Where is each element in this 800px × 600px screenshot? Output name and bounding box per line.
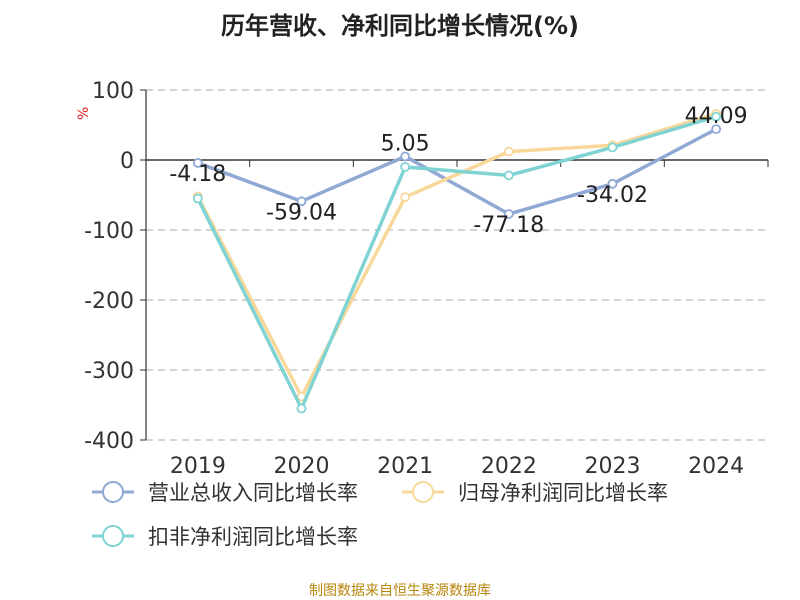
legend-label[interactable]: 归母净利润同比增长率: [458, 481, 668, 505]
legend-marker-circle: [102, 525, 124, 547]
series-line-1: [197, 127, 717, 216]
data-label: 44.09: [685, 104, 748, 129]
data-point: [296, 196, 307, 207]
legend-marker-circle: [102, 481, 124, 503]
data-label: -34.02: [577, 183, 648, 208]
data-label: -77.18: [473, 213, 544, 238]
y-tick-label: -200: [84, 289, 134, 314]
chart-title: 历年营收、净利同比增长情况(%): [221, 12, 579, 40]
data-label: -4.18: [169, 162, 226, 187]
y-tick-label: -300: [84, 359, 134, 384]
x-tick-label: 2022: [481, 454, 537, 479]
line-chart: 100 0 -100 -200 -300 -400 2019 2020 2021 2022 2023…: [84, 79, 769, 549]
data-point: [503, 170, 514, 181]
data-source-note: 制图数据来自恒生聚源数据库: [309, 583, 491, 599]
data-point: [400, 192, 411, 203]
data-point: [400, 162, 411, 172]
data-point: [607, 178, 618, 189]
x-tick-label: 2024: [688, 454, 744, 479]
data-label: 5.05: [381, 131, 430, 156]
data-label: -59.04: [266, 200, 337, 225]
y-tick-label: -100: [84, 219, 134, 244]
series-line-2: [196, 112, 717, 399]
legend-label[interactable]: 营业总收入同比增长率: [148, 481, 358, 505]
series-line-3: [196, 114, 717, 411]
data-point: [192, 158, 203, 168]
data-point: [711, 111, 722, 122]
x-tick-label: 2021: [377, 454, 433, 479]
y-tick-label: -400: [84, 429, 134, 454]
data-point: [503, 209, 514, 219]
data-point: [192, 193, 203, 204]
data-point: [711, 124, 722, 135]
legend-label[interactable]: 扣非净利润同比增长率: [148, 525, 358, 549]
legend-marker-circle: [412, 481, 434, 503]
data-point: [400, 151, 411, 162]
data-point: [503, 146, 514, 157]
y-tick-label: 100: [92, 79, 134, 104]
data-point: [296, 403, 307, 414]
x-tick-label: 2020: [274, 454, 330, 479]
x-tick-label: 2019: [170, 454, 226, 479]
x-tick-label: 2023: [585, 454, 641, 479]
y-tick-label: 0: [120, 149, 134, 174]
data-point: [607, 142, 618, 153]
